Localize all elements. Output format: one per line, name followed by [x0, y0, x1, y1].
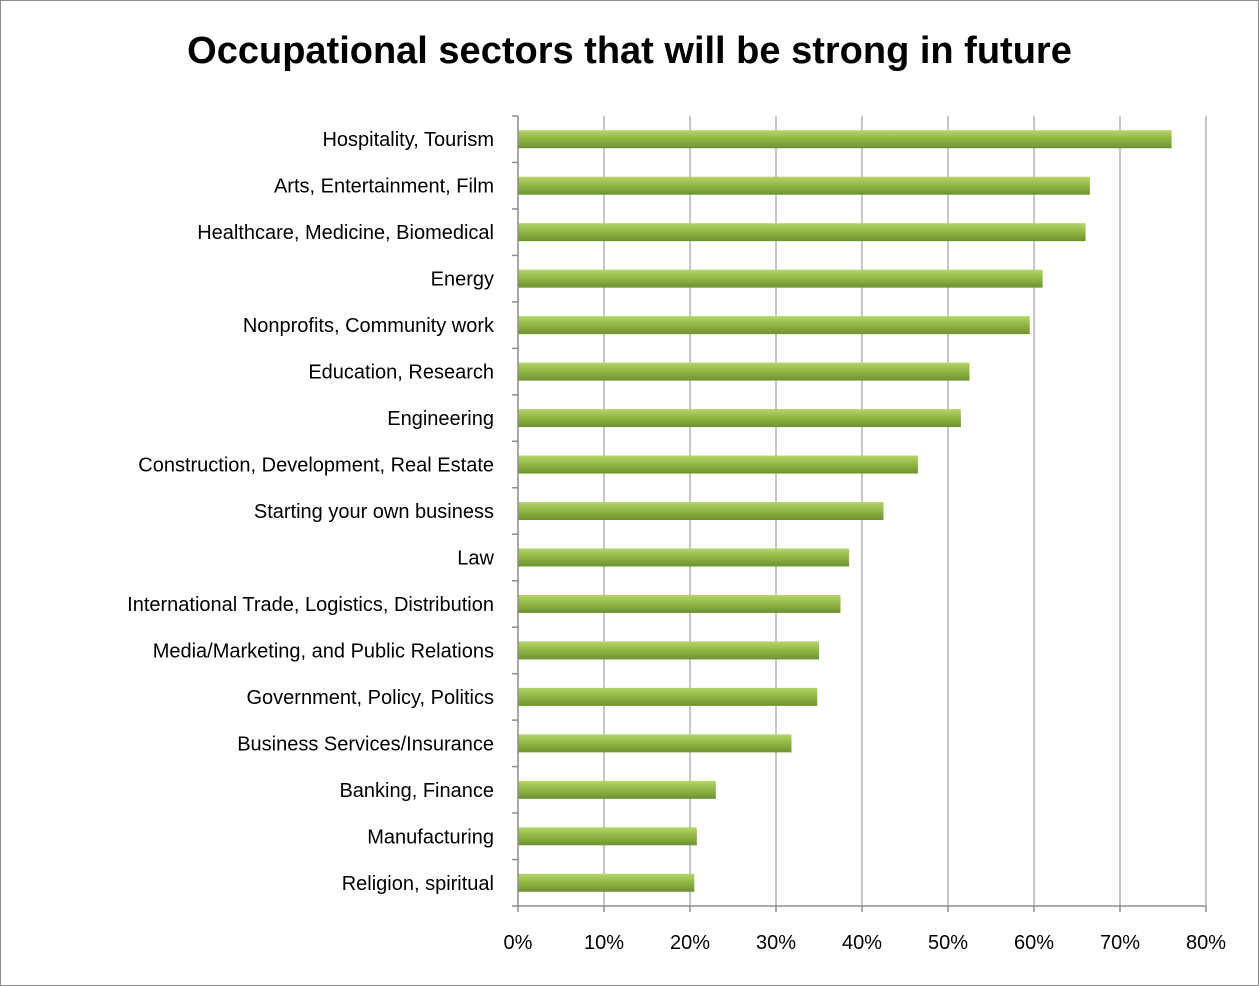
category-label: Construction, Development, Real Estate [138, 455, 494, 477]
category-label: Engineering [387, 408, 494, 430]
category-label: International Trade, Logistics, Distribu… [127, 594, 494, 616]
category-label: Law [457, 547, 494, 569]
bar-6 [518, 409, 961, 428]
x-tick-label: 0% [504, 932, 533, 954]
category-label: Manufacturing [367, 826, 494, 848]
category-label: Hospitality, Tourism [322, 129, 494, 151]
bar-10 [518, 594, 841, 613]
x-tick-label: 30% [756, 932, 796, 954]
category-label: Media/Marketing, and Public Relations [153, 640, 494, 662]
x-tick-label: 40% [842, 932, 882, 954]
bar-7 [518, 455, 918, 474]
bar-4 [518, 316, 1030, 335]
bar-14 [518, 780, 716, 799]
x-tick-label: 80% [1186, 932, 1226, 954]
category-label: Government, Policy, Politics [247, 687, 495, 709]
x-tick-label: 10% [584, 932, 624, 954]
x-tick-label: 50% [928, 932, 968, 954]
bar-1 [518, 176, 1090, 195]
category-label: Education, Research [308, 362, 494, 384]
bar-11 [518, 641, 819, 660]
category-label: Nonprofits, Community work [243, 315, 495, 337]
x-tick-label: 70% [1100, 932, 1140, 954]
bar-0 [518, 130, 1172, 149]
category-label: Energy [431, 269, 494, 291]
bar-12 [518, 687, 818, 706]
x-tick-label: 60% [1014, 932, 1054, 954]
bar-3 [518, 269, 1043, 288]
bar-9 [518, 548, 850, 567]
category-label: Healthcare, Medicine, Biomedical [197, 222, 494, 244]
category-label: Starting your own business [254, 501, 494, 523]
category-label: Arts, Entertainment, Film [274, 176, 494, 198]
x-tick-label: 20% [670, 932, 710, 954]
category-label: Religion, spiritual [342, 873, 494, 895]
bar-5 [518, 362, 970, 381]
bar-8 [518, 502, 884, 520]
bar-13 [518, 734, 792, 753]
bar-2 [518, 223, 1086, 242]
category-label: Banking, Finance [339, 780, 494, 802]
bar-16 [518, 873, 695, 892]
category-label: Business Services/Insurance [237, 733, 494, 755]
bar-15 [518, 827, 697, 846]
chart-title: Occupational sectors that will be strong… [187, 30, 1072, 72]
